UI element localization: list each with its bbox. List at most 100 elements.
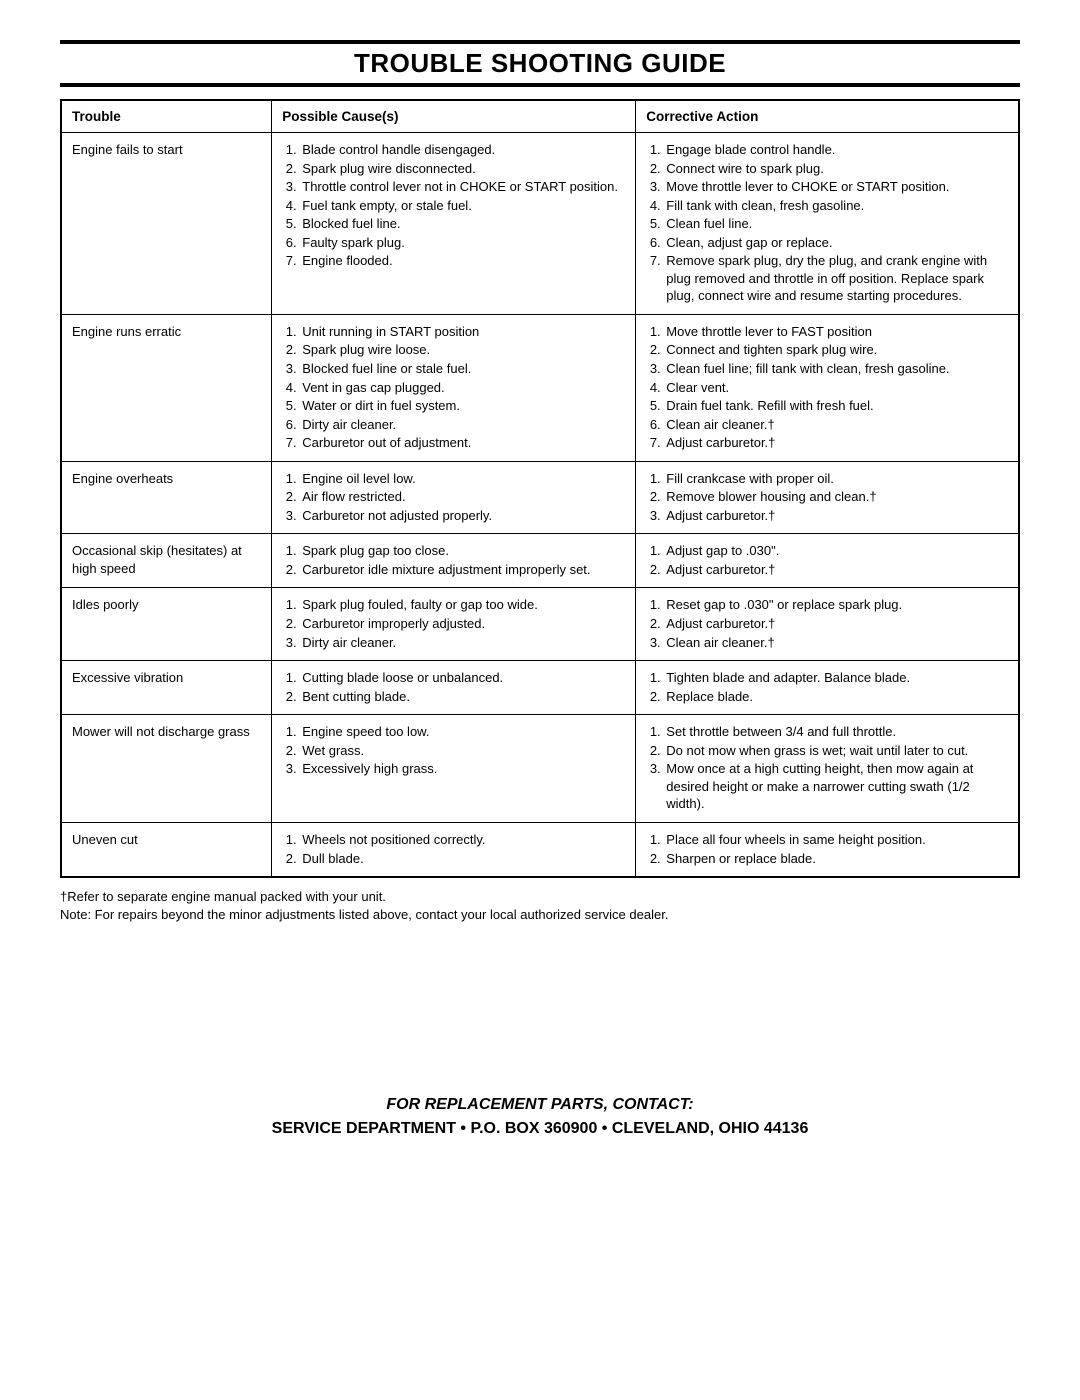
- table-row: Engine runs erraticUnit running in START…: [61, 314, 1019, 461]
- action-item: Replace blade.: [664, 688, 1008, 706]
- table-row: Engine fails to startBlade control handl…: [61, 133, 1019, 315]
- table-row: Excessive vibrationCutting blade loose o…: [61, 661, 1019, 715]
- trouble-cell: Engine fails to start: [61, 133, 272, 315]
- cause-item: Engine speed too low.: [300, 723, 625, 741]
- cause-item: Engine flooded.: [300, 252, 625, 270]
- trouble-cell: Idles poorly: [61, 588, 272, 661]
- trouble-cell: Engine overheats: [61, 461, 272, 534]
- cause-item: Spark plug wire disconnected.: [300, 160, 625, 178]
- page-title: TROUBLE SHOOTING GUIDE: [60, 40, 1020, 87]
- footer-contact-label: FOR REPLACEMENT PARTS, CONTACT:: [60, 1093, 1020, 1117]
- action-item: Move throttle lever to CHOKE or START po…: [664, 178, 1008, 196]
- cause-item: Spark plug wire loose.: [300, 341, 625, 359]
- action-cell: Reset gap to .030" or replace spark plug…: [636, 588, 1019, 661]
- cause-item: Carburetor improperly adjusted.: [300, 615, 625, 633]
- cause-cell: Unit running in START positionSpark plug…: [272, 314, 636, 461]
- cause-item: Excessively high grass.: [300, 760, 625, 778]
- action-item: Drain fuel tank. Refill with fresh fuel.: [664, 397, 1008, 415]
- cause-cell: Spark plug fouled, faulty or gap too wid…: [272, 588, 636, 661]
- note-dagger: †Refer to separate engine manual packed …: [60, 888, 1020, 906]
- trouble-cell: Uneven cut: [61, 822, 272, 877]
- cause-item: Dirty air cleaner.: [300, 634, 625, 652]
- cause-item: Blocked fuel line or stale fuel.: [300, 360, 625, 378]
- action-cell: Fill crankcase with proper oil.Remove bl…: [636, 461, 1019, 534]
- cause-item: Carburetor idle mixture adjustment impro…: [300, 561, 625, 579]
- cause-cell: Cutting blade loose or unbalanced.Bent c…: [272, 661, 636, 715]
- action-item: Adjust gap to .030".: [664, 542, 1008, 560]
- table-row: Occasional skip (hesitates) at high spee…: [61, 534, 1019, 588]
- table-row: Mower will not discharge grassEngine spe…: [61, 715, 1019, 823]
- cause-cell: Blade control handle disengaged.Spark pl…: [272, 133, 636, 315]
- action-item: Do not mow when grass is wet; wait until…: [664, 742, 1008, 760]
- action-item: Connect and tighten spark plug wire.: [664, 341, 1008, 359]
- cause-item: Unit running in START position: [300, 323, 625, 341]
- cause-item: Carburetor out of adjustment.: [300, 434, 625, 452]
- table-header-row: Trouble Possible Cause(s) Corrective Act…: [61, 100, 1019, 133]
- action-item: Engage blade control handle.: [664, 141, 1008, 159]
- action-item: Mow once at a high cutting height, then …: [664, 760, 1008, 813]
- action-item: Sharpen or replace blade.: [664, 850, 1008, 868]
- cause-item: Fuel tank empty, or stale fuel.: [300, 197, 625, 215]
- table-row: Engine overheatsEngine oil level low.Air…: [61, 461, 1019, 534]
- footer-address: SERVICE DEPARTMENT • P.O. BOX 360900 • C…: [60, 1117, 1020, 1141]
- cause-item: Blocked fuel line.: [300, 215, 625, 233]
- action-item: Clean fuel line.: [664, 215, 1008, 233]
- action-cell: Tighten blade and adapter. Balance blade…: [636, 661, 1019, 715]
- action-item: Remove spark plug, dry the plug, and cra…: [664, 252, 1008, 305]
- action-item: Place all four wheels in same height pos…: [664, 831, 1008, 849]
- trouble-cell: Occasional skip (hesitates) at high spee…: [61, 534, 272, 588]
- action-item: Fill crankcase with proper oil.: [664, 470, 1008, 488]
- action-cell: Adjust gap to .030".Adjust carburetor.†: [636, 534, 1019, 588]
- cause-item: Blade control handle disengaged.: [300, 141, 625, 159]
- cause-item: Air flow restricted.: [300, 488, 625, 506]
- cause-item: Dull blade.: [300, 850, 625, 868]
- cause-item: Cutting blade loose or unbalanced.: [300, 669, 625, 687]
- trouble-cell: Excessive vibration: [61, 661, 272, 715]
- troubleshooting-table: Trouble Possible Cause(s) Corrective Act…: [60, 99, 1020, 878]
- cause-item: Wheels not positioned correctly.: [300, 831, 625, 849]
- action-item: Move throttle lever to FAST position: [664, 323, 1008, 341]
- header-cause: Possible Cause(s): [272, 100, 636, 133]
- action-item: Connect wire to spark plug.: [664, 160, 1008, 178]
- cause-cell: Engine oil level low.Air flow restricted…: [272, 461, 636, 534]
- action-item: Clear vent.: [664, 379, 1008, 397]
- trouble-cell: Engine runs erratic: [61, 314, 272, 461]
- cause-item: Wet grass.: [300, 742, 625, 760]
- cause-item: Dirty air cleaner.: [300, 416, 625, 434]
- cause-item: Engine oil level low.: [300, 470, 625, 488]
- table-row: Idles poorly Spark plug fouled, faulty or…: [61, 588, 1019, 661]
- cause-item: Bent cutting blade.: [300, 688, 625, 706]
- cause-cell: Wheels not positioned correctly.Dull bla…: [272, 822, 636, 877]
- action-item: Adjust carburetor.†: [664, 615, 1008, 633]
- cause-cell: Spark plug gap too close.Carburetor idle…: [272, 534, 636, 588]
- cause-item: Spark plug fouled, faulty or gap too wid…: [300, 596, 625, 614]
- action-item: Clean, adjust gap or replace.: [664, 234, 1008, 252]
- action-item: Reset gap to .030" or replace spark plug…: [664, 596, 1008, 614]
- cause-item: Spark plug gap too close.: [300, 542, 625, 560]
- note-repairs: Note: For repairs beyond the minor adjus…: [60, 906, 1020, 924]
- cause-item: Vent in gas cap plugged.: [300, 379, 625, 397]
- action-item: Set throttle between 3/4 and full thrott…: [664, 723, 1008, 741]
- trouble-cell: Mower will not discharge grass: [61, 715, 272, 823]
- action-cell: Set throttle between 3/4 and full thrott…: [636, 715, 1019, 823]
- action-cell: Place all four wheels in same height pos…: [636, 822, 1019, 877]
- footer-block: FOR REPLACEMENT PARTS, CONTACT: SERVICE …: [60, 1093, 1020, 1141]
- cause-item: Carburetor not adjusted properly.: [300, 507, 625, 525]
- action-item: Adjust carburetor.†: [664, 507, 1008, 525]
- action-item: Clean air cleaner.†: [664, 634, 1008, 652]
- action-item: Adjust carburetor.†: [664, 434, 1008, 452]
- action-cell: Engage blade control handle.Connect wire…: [636, 133, 1019, 315]
- action-item: Clean air cleaner.†: [664, 416, 1008, 434]
- notes-block: †Refer to separate engine manual packed …: [60, 888, 1020, 923]
- cause-cell: Engine speed too low.Wet grass.Excessive…: [272, 715, 636, 823]
- cause-item: Faulty spark plug.: [300, 234, 625, 252]
- header-action: Corrective Action: [636, 100, 1019, 133]
- action-item: Remove blower housing and clean.†: [664, 488, 1008, 506]
- cause-item: Throttle control lever not in CHOKE or S…: [300, 178, 625, 196]
- table-row: Uneven cutWheels not positioned correctl…: [61, 822, 1019, 877]
- header-trouble: Trouble: [61, 100, 272, 133]
- cause-item: Water or dirt in fuel system.: [300, 397, 625, 415]
- action-item: Clean fuel line; fill tank with clean, f…: [664, 360, 1008, 378]
- action-item: Tighten blade and adapter. Balance blade…: [664, 669, 1008, 687]
- action-item: Fill tank with clean, fresh gasoline.: [664, 197, 1008, 215]
